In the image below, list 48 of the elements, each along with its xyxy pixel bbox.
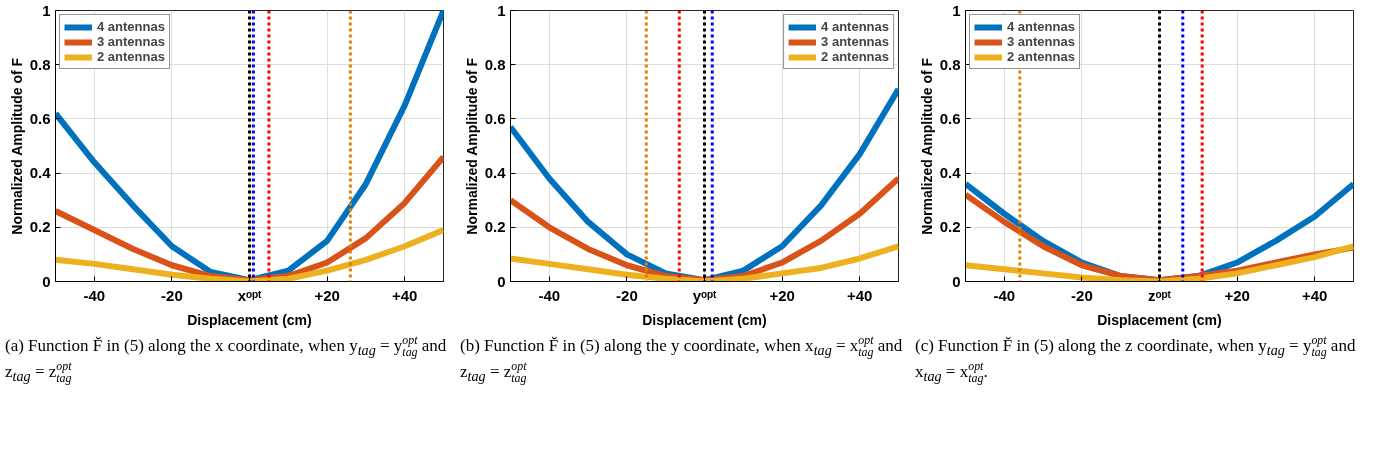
legend-label: 4 antennas [821,19,889,34]
y-axis-title: Normalized Amplitude of F [918,57,935,235]
y-tick-label: 1 [952,1,961,19]
y-tick-label: 0.2 [939,218,961,236]
legend-label: 2 antennas [821,49,889,64]
legend-label: 4 antennas [97,19,165,34]
x-tick-label: -40 [993,286,1016,304]
y-tick-label: 0 [497,272,506,290]
legend-label: 3 antennas [1007,34,1075,49]
x-tick-label: zᵒᵖᵗ [1148,286,1172,304]
legend-label: 4 antennas [1007,19,1075,34]
x-tick-label: yᵒᵖᵗ [692,286,718,304]
x-tick-label: +20 [1224,286,1250,304]
x-tick-label: +40 [1301,286,1328,304]
y-axis-title: Normalized Amplitude of F [463,57,480,235]
x-tick-label: +40 [391,286,418,304]
y-tick-label: 1 [497,1,506,19]
y-tick-label: 0.8 [484,55,506,73]
x-axis-title: Displacement (cm) [1097,311,1222,328]
y-tick-label: 0.8 [29,55,51,73]
y-tick-label: 0.8 [939,55,961,73]
x-tick-label: -20 [616,286,638,304]
y-tick-label: 1 [42,1,51,19]
legend-label: 3 antennas [97,34,165,49]
y-tick-label: 0.4 [484,164,507,182]
x-tick-label: -40 [538,286,561,304]
y-tick-label: 0.4 [939,164,962,182]
y-tick-label: 0.6 [939,109,961,127]
legend-label: 2 antennas [97,49,165,64]
y-axis-title: Normalized Amplitude of F [8,57,25,235]
y-tick-label: 0 [42,272,51,290]
y-tick-label: 0.6 [484,109,506,127]
x-tick-label: -20 [1071,286,1093,304]
legend-label: 2 antennas [1007,49,1075,64]
legend-label: 3 antennas [821,34,889,49]
x-tick-label: +20 [314,286,340,304]
y-tick-label: 0.6 [29,109,51,127]
y-tick-label: 0.2 [29,218,51,236]
y-tick-label: 0.2 [484,218,506,236]
y-tick-label: 0.4 [29,164,52,182]
x-tick-label: -20 [161,286,183,304]
x-axis-title: Displacement (cm) [642,311,767,328]
x-axis-title: Displacement (cm) [187,311,312,328]
x-tick-label: +40 [846,286,873,304]
y-tick-label: 0 [952,272,961,290]
x-tick-label: xᵒᵖᵗ [237,286,263,304]
x-tick-label: -40 [83,286,106,304]
x-tick-label: +20 [769,286,795,304]
